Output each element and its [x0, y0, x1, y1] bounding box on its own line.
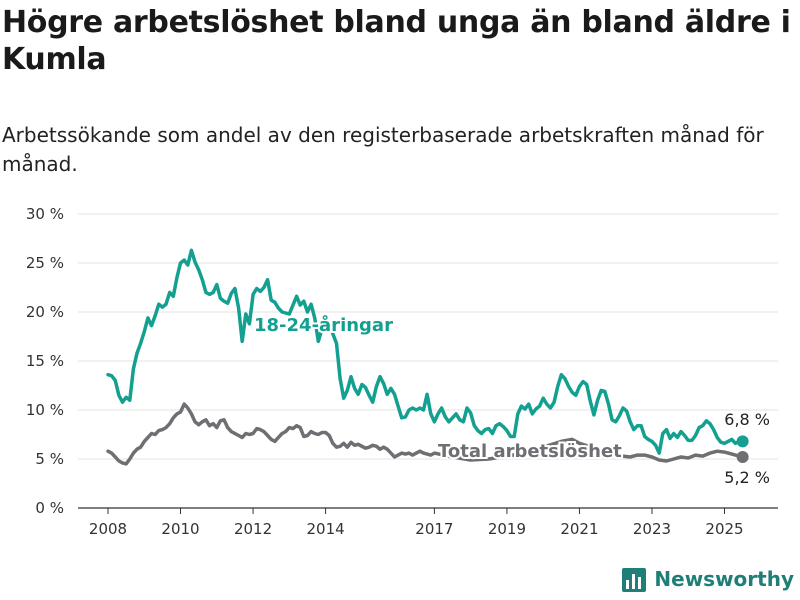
x-tick-label: 2008 [89, 520, 127, 538]
x-tick-label: 2021 [560, 520, 598, 538]
x-tick-label: 2012 [234, 520, 272, 538]
youth-end-point [736, 435, 749, 448]
youth-series-label: 18-24-åringar [254, 314, 393, 336]
newsworthy-logo: Newsworthy [622, 566, 794, 592]
y-tick-label: 25 % [26, 254, 64, 272]
total-series-label: Total arbetslöshet [438, 441, 622, 462]
y-tick-label: 30 % [26, 205, 64, 223]
chart-subtitle: Arbetssökande som andel av den registerb… [2, 123, 764, 176]
total-end-point [736, 451, 749, 464]
y-tick-label: 15 % [26, 352, 64, 370]
chart-title: Högre arbetslöshet bland unga än bland ä… [2, 5, 791, 77]
y-tick-label: 5 % [35, 450, 64, 468]
bar-chart-icon [622, 568, 647, 592]
x-tick-label: 2014 [306, 520, 344, 538]
x-tick-label: 2017 [415, 520, 453, 538]
x-tick-label: 2019 [488, 520, 526, 538]
youth-series-line [106, 248, 745, 455]
x-tick-label: 2010 [161, 520, 199, 538]
total-end-value-label: 5,2 % [724, 468, 770, 487]
x-tick-label: 2025 [705, 520, 743, 538]
brand-name: Newsworthy [654, 567, 794, 591]
youth-end-value-label: 6,8 % [724, 410, 770, 429]
y-tick-label: 20 % [26, 303, 64, 321]
y-tick-label: 10 % [26, 401, 64, 419]
x-tick-label: 2023 [633, 520, 671, 538]
total-series-line [106, 402, 745, 466]
y-tick-label: 0 % [35, 499, 64, 517]
